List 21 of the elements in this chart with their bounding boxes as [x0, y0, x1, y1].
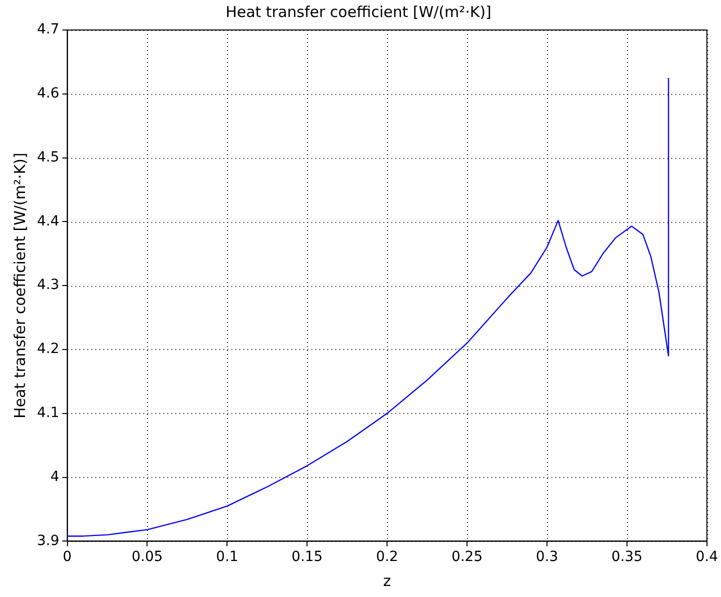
y-tick-label: 4.2 — [37, 341, 60, 358]
x-tick-label: 0.2 — [376, 549, 398, 566]
y-tick-label: 3.9 — [37, 532, 60, 549]
y-tick-label: 4.1 — [37, 405, 60, 422]
x-axis-title: z — [383, 572, 392, 590]
x-tick-label: 0.3 — [536, 549, 558, 566]
x-tick-label: 0.1 — [216, 549, 238, 566]
x-tick-label: 0 — [62, 549, 72, 566]
x-tick-label: 0.15 — [292, 549, 323, 566]
y-tick-label: 4.5 — [37, 149, 60, 166]
y-tick-label: 4.6 — [37, 86, 60, 102]
y-tick-label: 4.3 — [37, 277, 60, 294]
y-tick-label: 4.4 — [37, 213, 60, 230]
y-tick-label: 4.7 — [37, 22, 60, 38]
y-tick-label: 4 — [50, 468, 60, 485]
x-tick-label: 0.35 — [611, 549, 643, 566]
x-tick-label: 0.4 — [696, 549, 718, 566]
chart-title: Heat transfer coefficient [W/(m²·K)] — [226, 2, 492, 21]
x-tick-label: 0.25 — [451, 549, 483, 566]
y-axis-title: Heat transfer coefficient [W/(m²·K)] — [10, 152, 29, 419]
x-tick-label: 0.05 — [132, 549, 163, 566]
